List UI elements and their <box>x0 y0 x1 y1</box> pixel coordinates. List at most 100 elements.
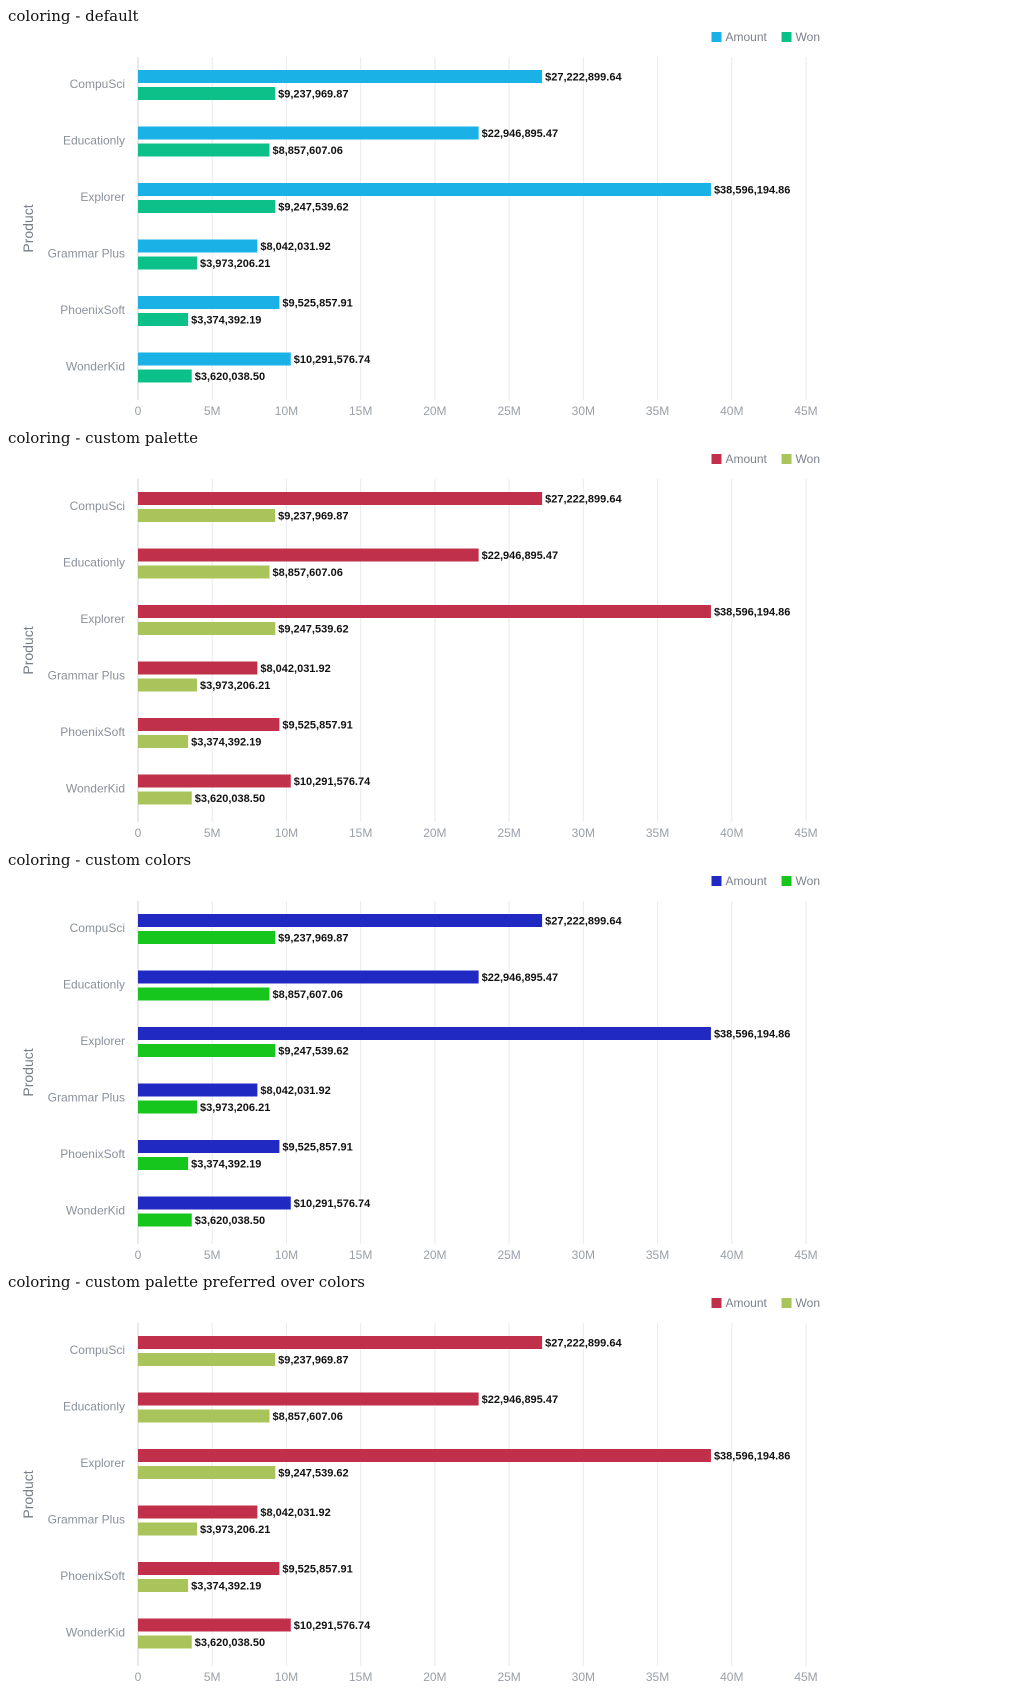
bar-won[interactable] <box>138 791 192 805</box>
x-tick-label: 10M <box>275 1670 298 1684</box>
data-label: $9,525,857.91 <box>282 297 352 309</box>
x-tick-label: 30M <box>572 1248 595 1262</box>
bar-won[interactable] <box>138 565 270 579</box>
bar-amount[interactable] <box>138 1562 280 1575</box>
bar-won[interactable] <box>138 1635 192 1649</box>
bar-amount[interactable] <box>138 1505 258 1519</box>
x-tick-label: 40M <box>720 404 743 418</box>
category-label: Grammar Plus <box>48 1513 125 1527</box>
bar-won[interactable] <box>138 1466 276 1479</box>
bar-amount[interactable] <box>138 1336 543 1349</box>
bar-won[interactable] <box>138 369 192 383</box>
legend-swatch <box>781 1298 792 1308</box>
data-label: $3,620,038.50 <box>195 371 265 383</box>
data-label: $3,973,206.21 <box>200 680 270 692</box>
legend-item-won[interactable]: Won <box>781 30 820 44</box>
data-label: $38,596,194.86 <box>714 1028 790 1040</box>
category-label: Educationly <box>63 1400 125 1414</box>
legend-item-amount[interactable]: Amount <box>711 1296 768 1310</box>
x-tick-label: 25M <box>497 826 520 840</box>
category-label: Educationly <box>63 134 125 148</box>
bar-amount[interactable] <box>138 605 711 618</box>
category-label: CompuSci <box>70 921 125 935</box>
bar-amount[interactable] <box>138 1196 291 1210</box>
data-label: $22,946,895.47 <box>482 1394 558 1406</box>
bar-won[interactable] <box>138 1100 197 1114</box>
y-axis-title: Product <box>20 204 36 252</box>
bar-amount[interactable] <box>138 718 280 731</box>
bar-won[interactable] <box>138 1522 197 1536</box>
bar-amount[interactable] <box>138 1618 291 1632</box>
category-label: Explorer <box>80 1034 125 1048</box>
data-label: $8,857,607.06 <box>272 989 342 1001</box>
bar-won[interactable] <box>138 622 276 635</box>
bar-amount[interactable] <box>138 1449 711 1462</box>
bar-won[interactable] <box>138 1157 189 1170</box>
legend-label: Won <box>796 452 820 466</box>
legend-item-amount[interactable]: Amount <box>711 452 768 466</box>
data-label: $3,620,038.50 <box>195 1215 265 1227</box>
bar-won[interactable] <box>138 1353 276 1366</box>
legend-item-won[interactable]: Won <box>781 452 820 466</box>
bar-won[interactable] <box>138 987 270 1001</box>
bar-amount[interactable] <box>138 492 543 505</box>
legend-item-amount[interactable]: Amount <box>711 30 768 44</box>
bar-amount[interactable] <box>138 352 291 366</box>
data-label: $9,247,539.62 <box>278 623 348 635</box>
x-tick-label: 0 <box>135 826 142 840</box>
bar-won[interactable] <box>138 87 276 100</box>
bar-won[interactable] <box>138 1579 189 1592</box>
y-axis-title: Product <box>20 1470 36 1518</box>
legend-label: Amount <box>726 874 768 888</box>
category-label: Explorer <box>80 612 125 626</box>
x-tick-label: 5M <box>204 404 221 418</box>
bar-amount[interactable] <box>138 1392 479 1406</box>
bar-won[interactable] <box>138 1409 270 1423</box>
x-tick-label: 25M <box>497 1670 520 1684</box>
bar-won[interactable] <box>138 735 189 748</box>
x-tick-label: 10M <box>275 404 298 418</box>
bar-won[interactable] <box>138 509 276 522</box>
bar-won[interactable] <box>138 313 189 326</box>
chart-svg: 0 5M 10M 15M 20M 25M 30M 35M 40M 45M Product CompuS… <box>20 452 820 840</box>
category-label: Explorer <box>80 1456 125 1470</box>
bar-amount[interactable] <box>138 548 479 562</box>
bar-amount[interactable] <box>138 1027 711 1040</box>
data-label: $3,973,206.21 <box>200 258 270 270</box>
bar-amount[interactable] <box>138 914 543 927</box>
x-tick-label: 20M <box>423 1248 446 1262</box>
data-label: $27,222,899.64 <box>545 71 622 83</box>
legend-item-amount[interactable]: Amount <box>711 874 768 888</box>
legend-swatch <box>711 1298 722 1308</box>
bar-amount[interactable] <box>138 239 258 253</box>
x-tick-label: 40M <box>720 1670 743 1684</box>
x-tick-label: 45M <box>794 1670 817 1684</box>
bar-amount[interactable] <box>138 70 543 83</box>
bar-won[interactable] <box>138 931 276 944</box>
data-label: $9,247,539.62 <box>278 1467 348 1479</box>
bar-amount[interactable] <box>138 774 291 788</box>
bar-amount[interactable] <box>138 970 479 984</box>
bar-won[interactable] <box>138 256 197 270</box>
chart-svg: 0 5M 10M 15M 20M 25M 30M 35M 40M 45M Product CompuS… <box>20 1296 820 1684</box>
bar-amount[interactable] <box>138 126 479 140</box>
bar-won[interactable] <box>138 143 270 157</box>
legend-item-won[interactable]: Won <box>781 1296 820 1310</box>
data-label: $9,525,857.91 <box>282 1563 352 1575</box>
category-label: PhoenixSoft <box>60 725 125 739</box>
legend-label: Amount <box>726 30 768 44</box>
bar-won[interactable] <box>138 1044 276 1057</box>
bar-amount[interactable] <box>138 183 711 196</box>
bar-won[interactable] <box>138 1213 192 1227</box>
category-label: WonderKid <box>66 782 125 796</box>
bar-won[interactable] <box>138 200 276 213</box>
bar-amount[interactable] <box>138 1140 280 1153</box>
bar-amount[interactable] <box>138 296 280 309</box>
bar-won[interactable] <box>138 678 197 692</box>
category-label: Grammar Plus <box>48 247 125 261</box>
x-tick-label: 40M <box>720 1248 743 1262</box>
x-tick-label: 5M <box>204 1670 221 1684</box>
bar-amount[interactable] <box>138 1083 258 1097</box>
bar-amount[interactable] <box>138 661 258 675</box>
legend-item-won[interactable]: Won <box>781 874 820 888</box>
